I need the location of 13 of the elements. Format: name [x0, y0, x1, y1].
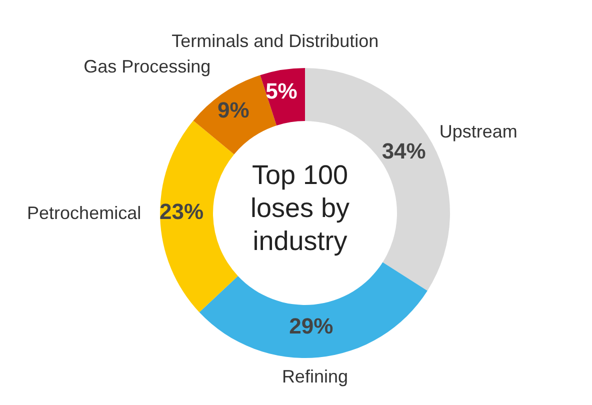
slice-label: Upstream	[439, 121, 518, 142]
donut-slice	[160, 120, 238, 312]
slice-label: Refining	[282, 366, 348, 386]
data-label: 29%	[289, 313, 334, 338]
data-label: 9%	[217, 97, 250, 122]
data-label: 5%	[266, 78, 298, 104]
text: Top 100 loses by industry	[249, 158, 351, 258]
data-label: 34%	[382, 138, 426, 164]
slice-label: Petrochemical	[27, 202, 142, 223]
donut-slice	[199, 262, 428, 358]
slice-label: Terminals and Distribution	[172, 30, 379, 51]
data-label: 23%	[160, 199, 204, 224]
slice-label: Gas Processing	[84, 56, 211, 76]
